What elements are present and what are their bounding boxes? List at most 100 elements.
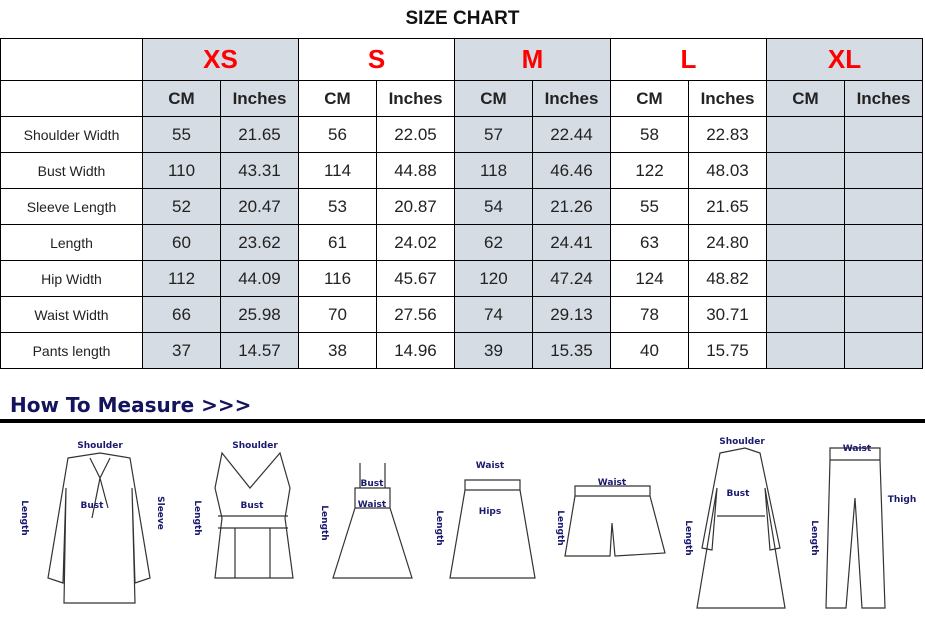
measure-label: Length: [192, 500, 202, 535]
size-header: M: [454, 38, 611, 81]
measurement-value: [766, 260, 845, 297]
measurement-value: [844, 332, 923, 369]
blank-cell: [0, 80, 143, 117]
unit-header: Inches: [844, 80, 923, 117]
measurement-value: 57: [454, 116, 533, 153]
unit-header: CM: [610, 80, 689, 117]
measure-label: Length: [683, 520, 693, 555]
measurement-value: 29.13: [532, 296, 611, 333]
measure-label: Waist: [358, 500, 387, 510]
measurement-value: 110: [142, 152, 221, 189]
measure-label: Bust: [81, 501, 105, 511]
measurement-value: 62: [454, 224, 533, 261]
unit-header: Inches: [220, 80, 299, 117]
how-to-measure-heading: How To Measure >>>: [10, 393, 252, 417]
blouse-illustration: Shoulder Bust Length Sleeve: [19, 441, 165, 604]
table-row: Hip Width 112 44.09 116 45.67 120 47.24 124 48.8…: [0, 260, 923, 297]
shorts-illustration: Waist Length: [555, 478, 666, 557]
table-row: Pants length 37 14.57 38 14.96 39 15.35 40 15.75: [0, 332, 923, 369]
measurement-value: [844, 260, 923, 297]
measurement-value: [766, 296, 845, 333]
measure-label: Bust: [241, 501, 265, 511]
measurement-value: [844, 296, 923, 333]
table-row: Waist Width 66 25.98 70 27.56 74 29.13 78 30.71: [0, 296, 923, 333]
measurement-label: Pants length: [0, 332, 143, 369]
measure-label: Length: [555, 510, 565, 545]
measurement-value: 60: [142, 224, 221, 261]
measurement-value: 21.65: [688, 188, 767, 225]
measurement-value: 55: [142, 116, 221, 153]
measurement-value: 43.31: [220, 152, 299, 189]
measurement-value: [766, 224, 845, 261]
coat-illustration: Shoulder Bust Length: [683, 437, 786, 609]
measurement-value: 74: [454, 296, 533, 333]
unit-header: CM: [454, 80, 533, 117]
measurement-label: Sleeve Length: [0, 188, 143, 225]
size-header: L: [610, 38, 767, 81]
measurement-value: [766, 116, 845, 153]
measurement-value: 30.71: [688, 296, 767, 333]
unit-header: CM: [766, 80, 845, 117]
measurement-value: 40: [610, 332, 689, 369]
measurement-value: 14.57: [220, 332, 299, 369]
measurement-value: 14.96: [376, 332, 455, 369]
measurement-value: 61: [298, 224, 377, 261]
measurement-label: Shoulder Width: [0, 116, 143, 153]
measurement-illustrations: Shoulder Bust Length Sleeve Shoulder Bust Leng…: [19, 437, 916, 609]
corner-cell: [0, 38, 143, 81]
measure-label: Hips: [479, 507, 501, 517]
measurement-value: 48.03: [688, 152, 767, 189]
measurement-value: 21.65: [220, 116, 299, 153]
measurement-value: 44.09: [220, 260, 299, 297]
measurement-value: 23.62: [220, 224, 299, 261]
size-header: S: [298, 38, 455, 81]
skirt-illustration: Waist Hips Length: [434, 461, 536, 579]
measure-label: Length: [434, 510, 444, 545]
measure-label: Shoulder: [77, 441, 123, 451]
measurement-value: 38: [298, 332, 377, 369]
measurement-value: 116: [298, 260, 377, 297]
measurement-value: 124: [610, 260, 689, 297]
measurement-label: Hip Width: [0, 260, 143, 297]
tank-top-illustration: Shoulder Bust Length: [192, 441, 294, 579]
measurement-value: 24.41: [532, 224, 611, 261]
measurement-value: 52: [142, 188, 221, 225]
measurement-value: 120: [454, 260, 533, 297]
measurement-value: 53: [298, 188, 377, 225]
measurement-value: 112: [142, 260, 221, 297]
pants-illustration: Waist Thigh Length: [809, 444, 916, 609]
measurement-value: [766, 188, 845, 225]
measurement-value: 20.87: [376, 188, 455, 225]
measure-label: Bust: [727, 489, 751, 499]
measure-label: Length: [319, 505, 329, 540]
measurement-value: 22.05: [376, 116, 455, 153]
size-chart-table: XS S M L XL CM Inches CM Inches CM Inches CM Inches C…: [0, 38, 923, 369]
table-row: Bust Width 110 43.31 114 44.88 118 46.46 122 48.…: [0, 152, 923, 189]
measurement-value: 24.80: [688, 224, 767, 261]
measurement-value: 24.02: [376, 224, 455, 261]
page-title: SIZE CHART: [405, 8, 520, 29]
measurement-value: 45.67: [376, 260, 455, 297]
measurement-value: 27.56: [376, 296, 455, 333]
measurement-value: 22.83: [688, 116, 767, 153]
measure-label: Waist: [476, 461, 505, 471]
measurement-value: 56: [298, 116, 377, 153]
measurement-value: 15.35: [532, 332, 611, 369]
measurement-value: 55: [610, 188, 689, 225]
measurement-value: 118: [454, 152, 533, 189]
table-row: Sleeve Length 52 20.47 53 20.87 54 21.26 55 21.6…: [0, 188, 923, 225]
unit-header: CM: [142, 80, 221, 117]
measurement-value: 15.75: [688, 332, 767, 369]
measure-label: Sleeve: [155, 496, 165, 530]
unit-header: Inches: [376, 80, 455, 117]
measurement-value: 47.24: [532, 260, 611, 297]
size-header: XL: [766, 38, 923, 81]
measurement-value: 63: [610, 224, 689, 261]
measurement-label: Bust Width: [0, 152, 143, 189]
size-header: XS: [142, 38, 299, 81]
measure-label: Waist: [843, 444, 872, 454]
measurement-value: 46.46: [532, 152, 611, 189]
measurement-value: 70: [298, 296, 377, 333]
measurement-value: 78: [610, 296, 689, 333]
table-row: Shoulder Width 55 21.65 56 22.05 57 22.44 58 22.…: [0, 116, 923, 153]
